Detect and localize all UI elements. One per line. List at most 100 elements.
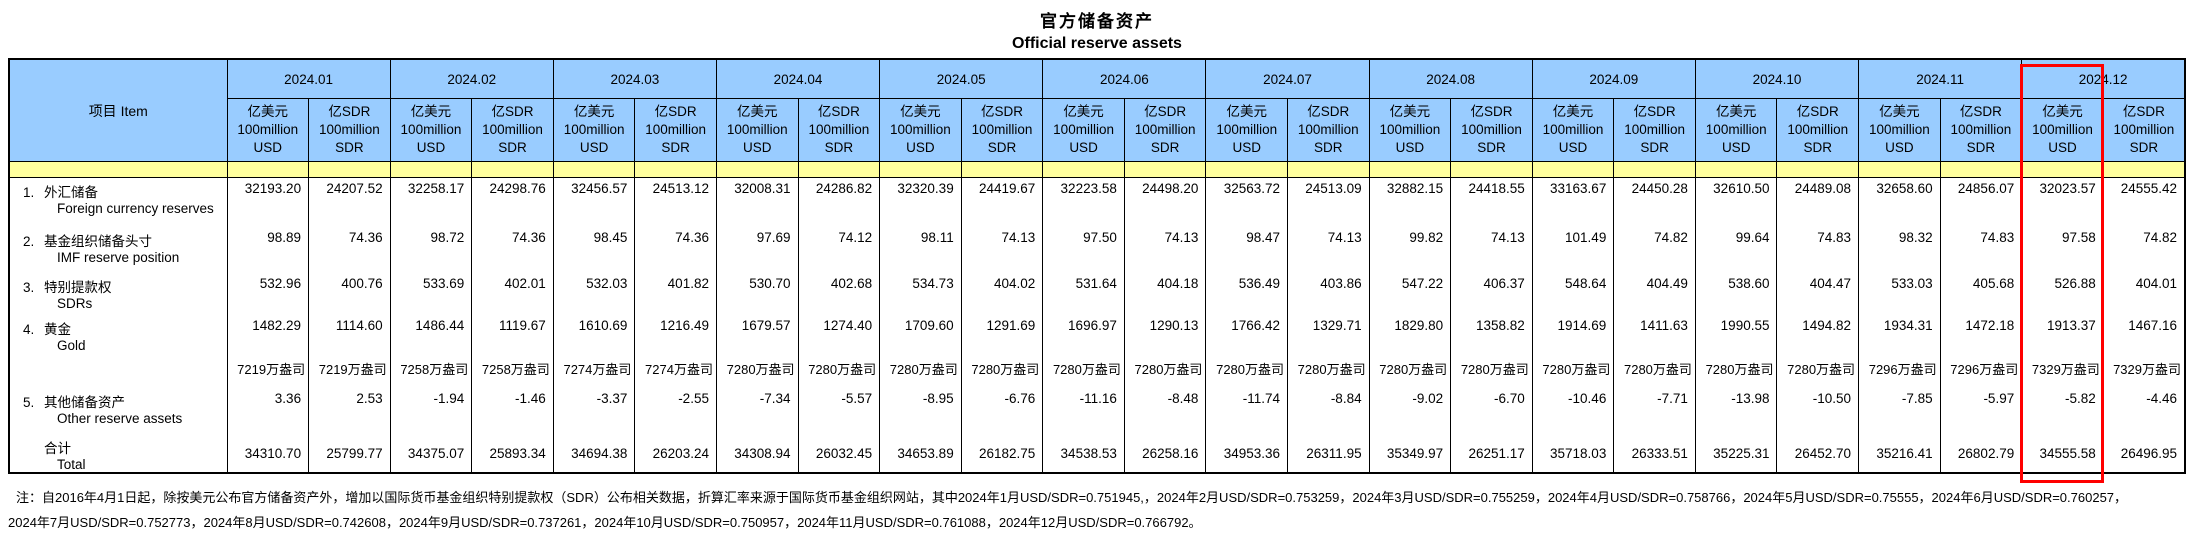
cell-oz-2024.08-sdr: 7280万盎司	[1451, 358, 1533, 388]
cell-fx-2024.11-sdr: 24856.07	[1940, 178, 2022, 227]
cell-gold-2024.08-sdr: 1358.82	[1451, 315, 1533, 358]
cell-other-2024.03-sdr: -2.55	[635, 388, 717, 435]
cell-sdrs-2024.11-usd: 533.03	[1859, 273, 1941, 315]
unit-sdr-2024.04: 亿SDR 100million SDR	[798, 99, 880, 162]
cell-sdrs-2024.10-sdr: 404.47	[1777, 273, 1859, 315]
month-header-2024.12: 2024.12	[2022, 59, 2185, 99]
cell-gold-2024.12-sdr: 1467.16	[2103, 315, 2185, 358]
cell-fx-2024.05-sdr: 24419.67	[961, 178, 1043, 227]
cell-other-2024.03-usd: -3.37	[553, 388, 635, 435]
yellow-band-cell	[390, 162, 472, 178]
cell-other-2024.04-usd: -7.34	[716, 388, 798, 435]
cell-other-2024.01-usd: 3.36	[227, 388, 309, 435]
cell-imf-2024.06-sdr: 74.13	[1124, 227, 1206, 273]
cell-total-2024.08-usd: 35349.97	[1369, 435, 1451, 473]
cell-gold-2024.01-usd: 1482.29	[227, 315, 309, 358]
row-name-zh: 其他储备资产	[44, 395, 125, 410]
cell-imf-2024.01-sdr: 74.36	[309, 227, 391, 273]
cell-fx-2024.06-sdr: 24498.20	[1124, 178, 1206, 227]
cell-sdrs-2024.09-sdr: 404.49	[1614, 273, 1696, 315]
yellow-band-cell	[1288, 162, 1370, 178]
cell-total-2024.10-usd: 35225.31	[1695, 435, 1777, 473]
cell-oz-2024.09-sdr: 7280万盎司	[1614, 358, 1696, 388]
yellow-band-cell	[1695, 162, 1777, 178]
month-header-2024.01: 2024.01	[227, 59, 390, 99]
cell-total-2024.06-usd: 34538.53	[1043, 435, 1125, 473]
cell-fx-2024.09-sdr: 24450.28	[1614, 178, 1696, 227]
cell-oz-2024.07-sdr: 7280万盎司	[1288, 358, 1370, 388]
cell-sdrs-2024.12-sdr: 404.01	[2103, 273, 2185, 315]
yellow-band-cell	[2022, 162, 2104, 178]
cell-fx-2024.01-usd: 32193.20	[227, 178, 309, 227]
unit-usd-2024.01: 亿美元 100million USD	[227, 99, 309, 162]
cell-imf-2024.08-sdr: 74.13	[1451, 227, 1533, 273]
cell-gold-2024.05-usd: 1709.60	[880, 315, 962, 358]
cell-other-2024.02-sdr: -1.46	[472, 388, 554, 435]
cell-other-2024.09-usd: -10.46	[1532, 388, 1614, 435]
cell-gold-2024.10-sdr: 1494.82	[1777, 315, 1859, 358]
row-name-zh: 黄金	[44, 322, 71, 337]
cell-other-2024.06-usd: -11.16	[1043, 388, 1125, 435]
cell-fx-2024.06-usd: 32223.58	[1043, 178, 1125, 227]
month-header-2024.06: 2024.06	[1043, 59, 1206, 99]
yellow-band-cell	[1043, 162, 1125, 178]
cell-total-2024.12-usd: 34555.58	[2022, 435, 2104, 473]
cell-total-2024.07-sdr: 26311.95	[1288, 435, 1370, 473]
cell-imf-2024.09-usd: 101.49	[1532, 227, 1614, 273]
cell-total-2024.12-sdr: 26496.95	[2103, 435, 2185, 473]
row-name-en: Gold	[23, 338, 225, 353]
month-header-2024.04: 2024.04	[716, 59, 879, 99]
cell-sdrs-2024.03-usd: 532.03	[553, 273, 635, 315]
cell-total-2024.07-usd: 34953.36	[1206, 435, 1288, 473]
cell-fx-2024.08-sdr: 24418.55	[1451, 178, 1533, 227]
cell-other-2024.12-usd: -5.82	[2022, 388, 2104, 435]
yellow-band-cell	[1859, 162, 1941, 178]
month-header-2024.03: 2024.03	[553, 59, 716, 99]
cell-total-2024.04-sdr: 26032.45	[798, 435, 880, 473]
footnote: 注：自2016年4月1日起，除按美元公布官方储备资产外，增加以国际货币基金组织特…	[8, 485, 2186, 535]
cell-other-2024.11-sdr: -5.97	[1940, 388, 2022, 435]
cell-gold-2024.10-usd: 1990.55	[1695, 315, 1777, 358]
cell-fx-2024.05-usd: 32320.39	[880, 178, 962, 227]
cell-other-2024.10-usd: -13.98	[1695, 388, 1777, 435]
cell-imf-2024.05-usd: 98.11	[880, 227, 962, 273]
yellow-band-cell	[961, 162, 1043, 178]
cell-oz-2024.05-sdr: 7280万盎司	[961, 358, 1043, 388]
cell-imf-2024.03-sdr: 74.36	[635, 227, 717, 273]
cell-other-2024.06-sdr: -8.48	[1124, 388, 1206, 435]
cell-oz-2024.02-sdr: 7258万盎司	[472, 358, 554, 388]
row-label-zh: 合计	[23, 437, 225, 457]
unit-sdr-2024.02: 亿SDR 100million SDR	[472, 99, 554, 162]
cell-sdrs-2024.06-sdr: 404.18	[1124, 273, 1206, 315]
cell-imf-2024.03-usd: 98.45	[553, 227, 635, 273]
cell-gold-2024.08-usd: 1829.80	[1369, 315, 1451, 358]
cell-imf-2024.06-usd: 97.50	[1043, 227, 1125, 273]
yellow-band-cell	[309, 162, 391, 178]
cell-fx-2024.03-usd: 32456.57	[553, 178, 635, 227]
cell-imf-2024.07-sdr: 74.13	[1288, 227, 1370, 273]
cell-other-2024.12-sdr: -4.46	[2103, 388, 2185, 435]
cell-oz-2024.11-usd: 7296万盎司	[1859, 358, 1941, 388]
cell-other-2024.07-sdr: -8.84	[1288, 388, 1370, 435]
cell-gold-2024.12-usd: 1913.37	[2022, 315, 2104, 358]
yellow-band-cell	[227, 162, 309, 178]
row-name-en: IMF reserve position	[23, 250, 225, 265]
cell-imf-2024.10-sdr: 74.83	[1777, 227, 1859, 273]
cell-imf-2024.04-usd: 97.69	[716, 227, 798, 273]
cell-other-2024.09-sdr: -7.71	[1614, 388, 1696, 435]
yellow-band-cell	[1532, 162, 1614, 178]
cell-total-2024.08-sdr: 26251.17	[1451, 435, 1533, 473]
footnote-line-2: 2024年7月USD/SDR=0.752773，2024年8月USD/SDR=0…	[8, 510, 2186, 535]
cell-fx-2024.09-usd: 33163.67	[1532, 178, 1614, 227]
row-name-en: Total	[23, 457, 225, 472]
cell-imf-2024.02-sdr: 74.36	[472, 227, 554, 273]
month-header-2024.07: 2024.07	[1206, 59, 1369, 99]
month-header-2024.09: 2024.09	[1532, 59, 1695, 99]
cell-sdrs-2024.07-sdr: 403.86	[1288, 273, 1370, 315]
